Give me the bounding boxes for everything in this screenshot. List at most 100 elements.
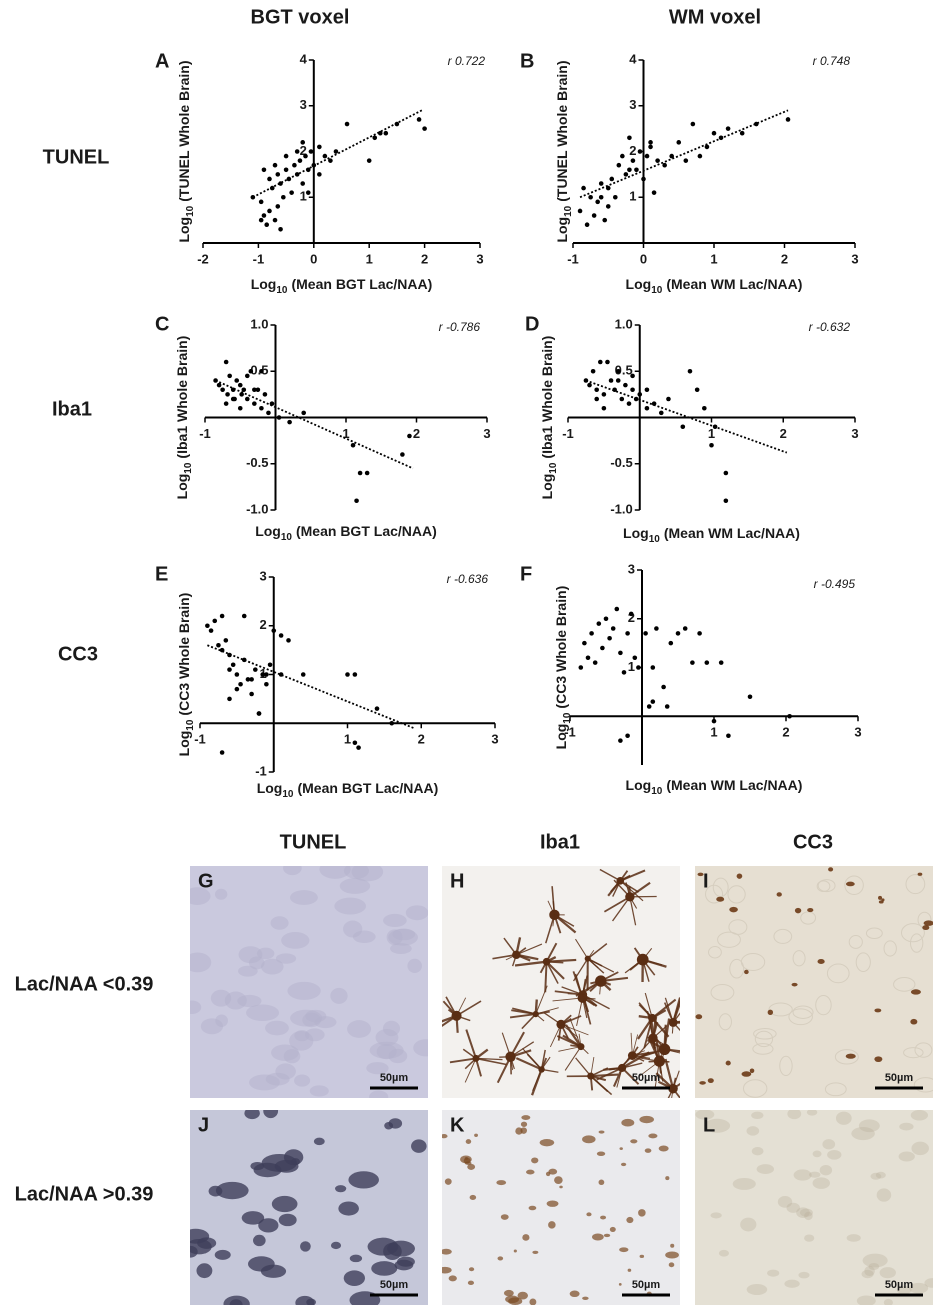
data-point <box>225 392 230 397</box>
microglia-process <box>631 1046 639 1057</box>
stained-cell <box>532 1250 539 1254</box>
stained-cell <box>793 1169 812 1181</box>
stained-cell <box>746 1126 760 1136</box>
micrograph-row-label: Lac/NAA <0.39 <box>15 973 154 995</box>
data-point <box>709 442 714 448</box>
data-point <box>592 660 598 665</box>
label-text: (Mean WM Lac/NAA) <box>666 276 802 292</box>
microglia-process <box>573 958 589 982</box>
stained-cell <box>460 1155 472 1164</box>
data-point <box>711 718 717 724</box>
stained-cell <box>215 1181 249 1200</box>
microglia-process <box>599 868 621 882</box>
stained-cell <box>911 1141 929 1156</box>
microglia-process <box>652 1025 668 1039</box>
stained-cell <box>864 1266 875 1277</box>
cell-outline <box>712 877 729 897</box>
microglia-process <box>565 1024 582 1048</box>
data-point <box>621 670 627 675</box>
stained-cell <box>278 1213 297 1227</box>
microglia-process <box>541 1068 559 1073</box>
x-tick-label: 1 <box>708 426 715 441</box>
cell-outline <box>848 935 863 949</box>
stained-cell <box>313 1137 325 1146</box>
x-axis-label: Log10 (Mean WM Lac/NAA) <box>626 276 803 296</box>
data-point <box>356 745 361 750</box>
cell-outline <box>913 1077 933 1093</box>
x-tick-label: 1 <box>342 426 349 441</box>
stained-cell <box>513 1249 517 1253</box>
microglia-process <box>589 1076 594 1091</box>
data-point <box>608 378 614 383</box>
stained-cell <box>822 1139 836 1150</box>
microglia-process <box>532 1069 543 1092</box>
stained-cell <box>817 959 825 965</box>
data-point <box>223 359 229 365</box>
data-point <box>407 433 412 439</box>
data-point <box>747 694 753 700</box>
label-subscript: 10 <box>276 285 288 296</box>
row-label: TUNEL <box>43 146 110 168</box>
stained-cell <box>767 1269 780 1277</box>
stained-cell <box>751 1147 764 1156</box>
stained-cell <box>896 1286 912 1295</box>
microglia-process <box>544 914 556 944</box>
stained-cell <box>910 989 921 995</box>
stained-cell <box>569 1290 580 1298</box>
microglia-process <box>560 1017 572 1025</box>
data-point <box>615 368 621 374</box>
microglia-process <box>442 1015 458 1027</box>
data-point <box>357 470 363 476</box>
microglia-process <box>545 960 565 980</box>
microglia-process <box>664 997 674 1023</box>
data-point <box>333 149 339 154</box>
stained-cell <box>265 1020 289 1036</box>
data-point <box>630 158 636 163</box>
data-point <box>234 672 240 677</box>
stained-cell <box>592 1233 604 1241</box>
x-tick-label: -1 <box>562 426 574 441</box>
cell-outline <box>718 1013 732 1031</box>
data-point <box>578 665 584 670</box>
stained-cell <box>271 1195 298 1213</box>
data-point <box>230 387 236 393</box>
stained-cell <box>496 1180 507 1186</box>
x-axis-label: Log10 (Mean WM Lac/NAA) <box>626 777 803 797</box>
stained-cell <box>804 1211 813 1221</box>
y-tick-label: -1 <box>255 763 267 778</box>
microglia-process <box>456 1015 471 1022</box>
data-point <box>785 117 791 122</box>
stained-cell <box>699 1081 706 1085</box>
data-point <box>241 387 247 393</box>
data-point <box>589 631 594 636</box>
stained-cell <box>371 1261 398 1276</box>
data-point <box>591 213 597 218</box>
stained-cell <box>819 1164 833 1176</box>
label-text: (Mean BGT Lac/NAA) <box>291 276 432 292</box>
scale-bar-label: 50µm <box>632 1072 661 1084</box>
microglia-process <box>619 880 639 893</box>
stained-cell <box>263 1110 279 1119</box>
label-subscript: 10 <box>185 205 196 217</box>
data-point <box>623 382 628 388</box>
data-point <box>287 419 292 425</box>
data-point <box>317 172 322 177</box>
stained-cell <box>330 987 348 1004</box>
cell-outline <box>855 952 871 972</box>
microglia-process <box>657 1049 666 1063</box>
stained-cell <box>630 1139 638 1144</box>
data-point <box>641 176 646 182</box>
label-subscript: 10 <box>185 719 196 731</box>
label-text: (TUNEL Whole Brain) <box>554 60 570 201</box>
stained-cell <box>710 1212 722 1219</box>
microglia-process <box>464 1058 477 1083</box>
stained-cell <box>309 1085 329 1097</box>
data-point <box>422 126 427 131</box>
data-point <box>383 130 389 136</box>
stained-cell <box>237 994 262 1008</box>
micrograph <box>442 1110 680 1305</box>
microglia-process <box>664 1058 675 1089</box>
label-subscript: 10 <box>562 712 573 724</box>
stained-cell <box>539 1139 555 1147</box>
label-base: Log <box>176 731 192 757</box>
